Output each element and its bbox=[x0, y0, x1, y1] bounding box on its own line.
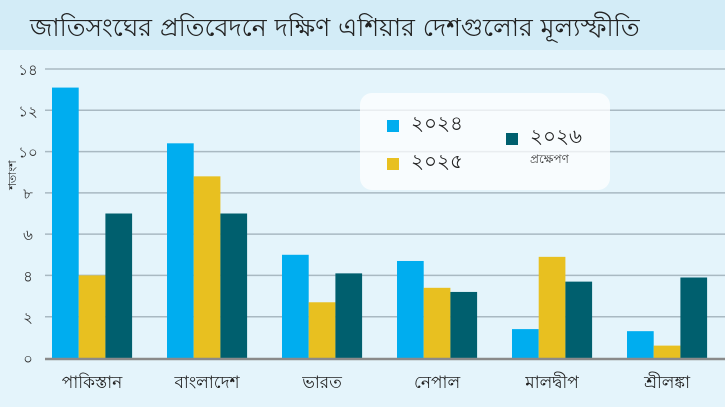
bar bbox=[423, 287, 451, 358]
legend-sublabel-projection: প্রক্ষেপণ bbox=[530, 152, 569, 166]
legend-swatch bbox=[387, 157, 399, 170]
bar bbox=[627, 331, 654, 358]
legend: ২০২৪ ২০২৫ ২০২৬ প্রক্ষেপণ bbox=[360, 93, 610, 190]
bar bbox=[308, 302, 336, 358]
x-tick-label: বাংলাদেশ bbox=[173, 373, 240, 393]
x-tick-label: ভারত bbox=[301, 373, 342, 393]
legend-item-2026: ২০২৬ bbox=[506, 122, 582, 155]
y-tick-label: ১২ bbox=[18, 102, 38, 120]
bar bbox=[282, 254, 309, 358]
bar bbox=[680, 277, 708, 358]
bar bbox=[397, 260, 424, 358]
legend-label: ২০২৪ bbox=[411, 111, 463, 135]
legend-swatch bbox=[387, 119, 399, 132]
bar bbox=[335, 273, 363, 358]
legend-item-2024: ২০২৪ bbox=[387, 109, 463, 142]
y-tick-label: ১৪ bbox=[18, 61, 37, 79]
chart-title: জাতিসংঘের প্রতিবেদনে দক্ষিণ এশিয়ার দেশগ… bbox=[30, 13, 640, 42]
y-tick-label: ৮ bbox=[23, 185, 33, 203]
legend-label: ২০২৫ bbox=[411, 149, 463, 173]
y-tick-label: ৪ bbox=[23, 267, 33, 285]
bar bbox=[565, 281, 593, 358]
bar bbox=[538, 256, 566, 358]
bar bbox=[220, 213, 248, 358]
y-tick-label: ২ bbox=[23, 309, 33, 327]
x-tick-label: মালদ্বীপ bbox=[524, 372, 579, 393]
legend-item-2025: ২০২৫ bbox=[387, 147, 463, 180]
bar bbox=[450, 291, 478, 358]
legend-label: ২০২৬ bbox=[530, 124, 583, 148]
bar bbox=[193, 176, 221, 358]
legend-swatch bbox=[506, 132, 518, 145]
x-tick-label: নেপাল bbox=[414, 373, 461, 393]
y-axis-label: শতাংশ bbox=[6, 160, 19, 191]
x-tick-label: পাকিস্তান bbox=[62, 372, 123, 393]
bar bbox=[167, 143, 194, 358]
title-bar: জাতিসংঘের প্রতিবেদনে দক্ষিণ এশিয়ার দেশগ… bbox=[0, 0, 725, 50]
y-tick-label: ৬ bbox=[23, 226, 33, 244]
bar bbox=[653, 345, 681, 358]
bar bbox=[512, 329, 539, 358]
y-tick-label: ০ bbox=[23, 350, 33, 368]
bar bbox=[105, 213, 133, 358]
x-tick-label: শ্রীলঙ্কা bbox=[643, 372, 691, 393]
bar bbox=[52, 87, 79, 358]
y-tick-label: ১০ bbox=[18, 144, 38, 162]
bar bbox=[78, 275, 106, 358]
